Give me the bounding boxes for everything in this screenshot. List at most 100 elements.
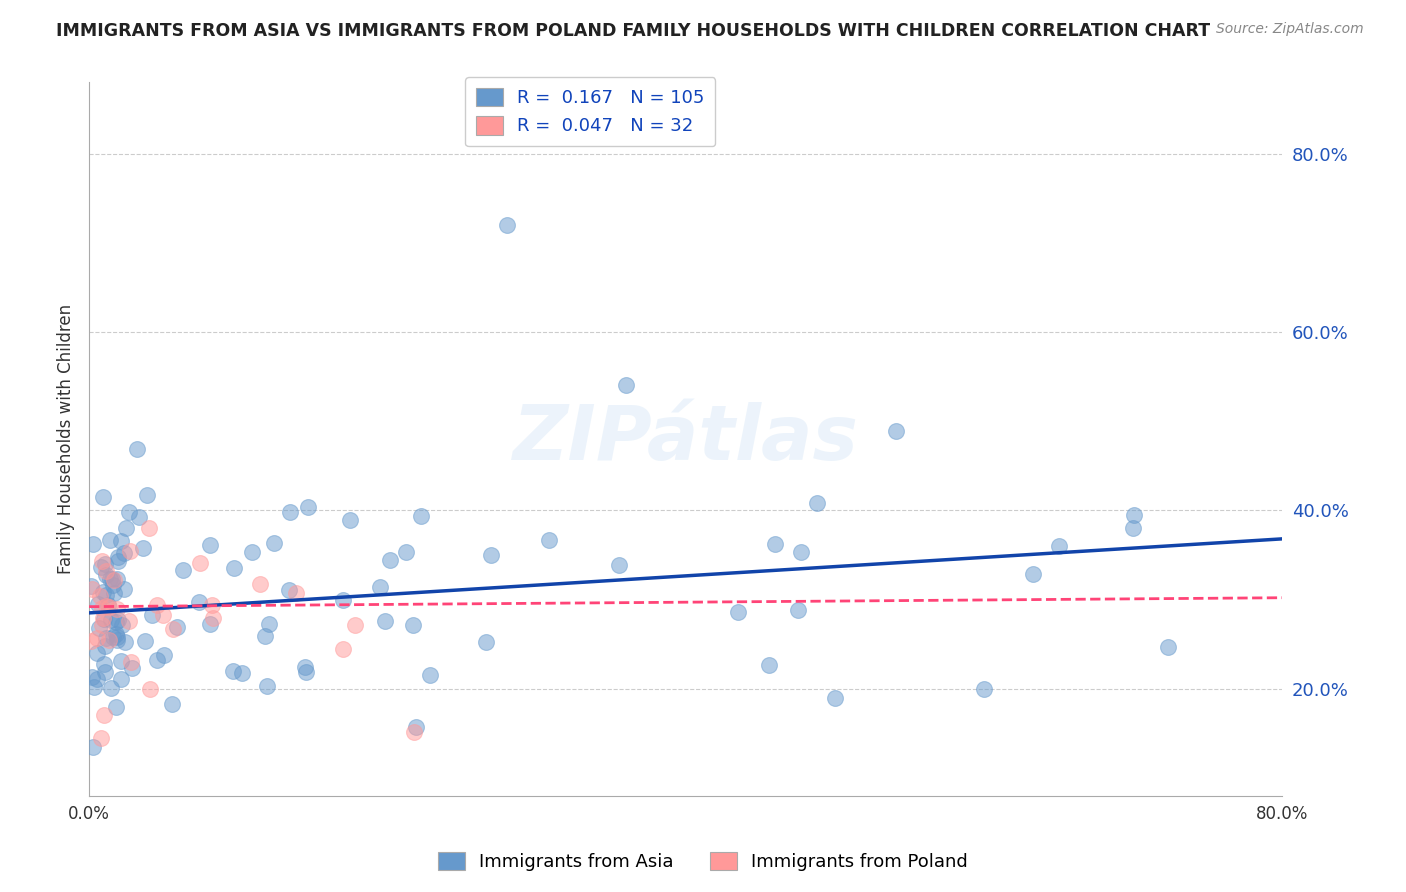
Point	[537, 533, 560, 547]
Point	[198, 538, 221, 552]
Point	[294, 660, 316, 674]
Point	[82, 739, 104, 754]
Point	[402, 725, 425, 739]
Point	[94, 588, 117, 602]
Point	[107, 554, 129, 568]
Point	[162, 622, 184, 636]
Point	[96, 564, 118, 578]
Point	[107, 614, 129, 628]
Point	[93, 708, 115, 723]
Text: Source: ZipAtlas.com: Source: ZipAtlas.com	[1216, 22, 1364, 37]
Point	[134, 634, 156, 648]
Point	[263, 536, 285, 550]
Point	[402, 618, 425, 632]
Point	[240, 545, 263, 559]
Point	[419, 668, 441, 682]
Point	[475, 635, 498, 649]
Point	[368, 580, 391, 594]
Point	[80, 579, 103, 593]
Point	[90, 618, 112, 632]
Point	[824, 690, 846, 705]
Point	[111, 618, 134, 632]
Point	[98, 633, 121, 648]
Point	[112, 582, 135, 597]
Point	[128, 510, 150, 524]
Point	[201, 598, 224, 612]
Point	[112, 546, 135, 560]
Point	[114, 635, 136, 649]
Point	[91, 611, 114, 625]
Point	[138, 682, 160, 697]
Point	[758, 657, 780, 672]
Point	[120, 543, 142, 558]
Point	[93, 657, 115, 672]
Point	[146, 653, 169, 667]
Y-axis label: Family Households with Children: Family Households with Children	[58, 304, 75, 574]
Point	[90, 731, 112, 745]
Point	[120, 655, 142, 669]
Point	[101, 573, 124, 587]
Point	[138, 521, 160, 535]
Point	[1047, 539, 1070, 553]
Point	[295, 665, 318, 679]
Point	[411, 508, 433, 523]
Point	[86, 646, 108, 660]
Point	[91, 490, 114, 504]
Point	[89, 589, 111, 603]
Point	[1022, 566, 1045, 581]
Point	[231, 666, 253, 681]
Point	[94, 567, 117, 582]
Point	[344, 617, 367, 632]
Point	[339, 513, 361, 527]
Point	[94, 557, 117, 571]
Point	[285, 586, 308, 600]
Point	[201, 611, 224, 625]
Point	[98, 600, 121, 615]
Point	[187, 595, 209, 609]
Point	[100, 681, 122, 695]
Point	[87, 621, 110, 635]
Point	[105, 615, 128, 630]
Point	[806, 496, 828, 510]
Point	[86, 631, 108, 645]
Point	[495, 218, 517, 232]
Point	[96, 599, 118, 614]
Text: IMMIGRANTS FROM ASIA VS IMMIGRANTS FROM POLAND FAMILY HOUSEHOLDS WITH CHILDREN C: IMMIGRANTS FROM ASIA VS IMMIGRANTS FROM …	[56, 22, 1211, 40]
Point	[93, 640, 115, 654]
Point	[727, 605, 749, 619]
Point	[87, 597, 110, 611]
Point	[103, 586, 125, 600]
Point	[93, 612, 115, 626]
Point	[278, 505, 301, 519]
Point	[115, 521, 138, 535]
Point	[790, 545, 813, 559]
Point	[98, 572, 121, 586]
Point	[103, 573, 125, 587]
Point	[110, 654, 132, 668]
Point	[222, 561, 245, 575]
Point	[105, 632, 128, 647]
Point	[86, 672, 108, 686]
Point	[188, 556, 211, 570]
Point	[107, 630, 129, 644]
Point	[884, 424, 907, 438]
Point	[93, 584, 115, 599]
Point	[607, 558, 630, 572]
Point	[105, 627, 128, 641]
Point	[198, 616, 221, 631]
Point	[118, 505, 141, 519]
Point	[135, 488, 157, 502]
Point	[80, 633, 103, 648]
Point	[763, 537, 786, 551]
Point	[297, 500, 319, 514]
Point	[91, 554, 114, 568]
Point	[166, 620, 188, 634]
Point	[103, 578, 125, 592]
Point	[278, 582, 301, 597]
Point	[107, 549, 129, 564]
Point	[80, 582, 103, 596]
Point	[100, 613, 122, 627]
Point	[94, 665, 117, 679]
Point	[82, 537, 104, 551]
Point	[91, 600, 114, 615]
